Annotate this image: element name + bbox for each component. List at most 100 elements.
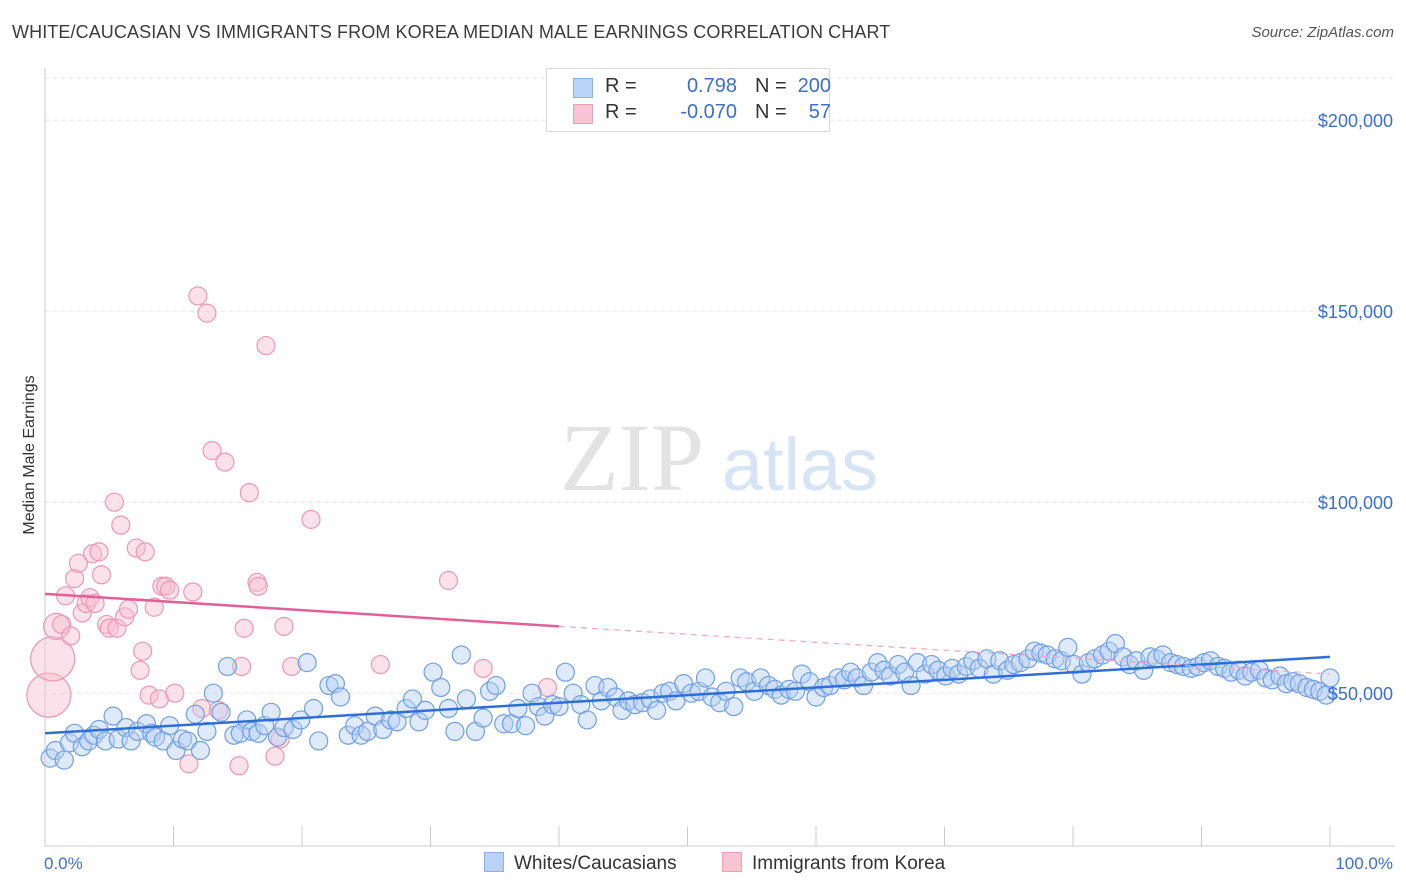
point-white <box>1320 668 1340 688</box>
point-white <box>402 689 423 709</box>
point-white <box>598 677 618 698</box>
legend-n-label: N = <box>755 75 787 97</box>
point-white <box>103 706 123 726</box>
point-korea <box>68 553 89 573</box>
series-immigrants-from-korea <box>26 286 558 776</box>
legend-n-label: N = <box>755 101 787 123</box>
point-korea <box>107 618 127 638</box>
point-korea <box>91 565 112 585</box>
point-white <box>203 683 223 703</box>
legend-item-korea[interactable]: Immigrants from Korea <box>722 852 945 875</box>
point-korea <box>72 603 92 623</box>
point-white <box>309 731 329 751</box>
point-white <box>915 664 935 684</box>
point-white <box>674 674 694 694</box>
point-white <box>248 723 268 743</box>
point-white <box>291 710 311 730</box>
tick-labels: $50,000 $100,000 $150,000 $200,000 0.0% 100.0… <box>44 111 1393 873</box>
point-korea <box>130 660 150 680</box>
point-white <box>515 716 536 736</box>
legend-label-korea: Immigrants from Korea <box>752 853 946 874</box>
point-white <box>751 668 771 688</box>
point-korea <box>301 509 321 529</box>
point-white <box>647 700 667 720</box>
point-korea <box>370 654 390 675</box>
point-korea <box>473 658 493 678</box>
legend-n-value: 57 <box>808 101 831 123</box>
point-korea <box>139 685 159 705</box>
x-tick-label-min: 0.0% <box>44 854 83 873</box>
point-white <box>409 712 429 732</box>
point-white <box>190 740 211 761</box>
point-white <box>445 721 465 742</box>
point-white <box>785 681 806 701</box>
point-white <box>185 704 205 724</box>
point-korea <box>104 492 124 512</box>
y-tick-label: $150,000 <box>1318 302 1393 322</box>
point-korea <box>64 568 85 589</box>
point-white <box>473 708 493 728</box>
point-white <box>261 702 281 722</box>
point-white <box>990 651 1010 671</box>
trend-line-whites <box>44 655 1331 735</box>
point-white <box>1072 664 1092 684</box>
point-korea <box>111 515 131 535</box>
point-white <box>431 677 451 698</box>
point-white <box>451 645 471 665</box>
point-korea <box>135 542 155 562</box>
point-white <box>963 651 983 671</box>
point-white <box>121 731 141 751</box>
point-white <box>423 662 443 682</box>
y-tick-label: $200,000 <box>1318 111 1393 131</box>
point-korea <box>85 593 105 614</box>
point-white <box>1064 654 1084 675</box>
point-white <box>549 696 569 717</box>
point-korea <box>26 672 72 718</box>
legend-r-value: 0.798 <box>686 75 737 97</box>
point-white <box>792 664 812 684</box>
legend-label-whites: Whites/Caucasians <box>514 853 677 874</box>
point-white <box>880 666 901 686</box>
point-korea <box>61 626 81 646</box>
trend-line-korea <box>44 592 560 628</box>
point-white <box>868 653 888 673</box>
point-korea <box>179 754 199 774</box>
point-white <box>297 653 317 673</box>
point-korea <box>274 616 294 636</box>
point-korea <box>133 641 153 661</box>
legend-r-value: -0.070 <box>680 101 737 123</box>
point-white <box>217 656 238 677</box>
point-korea <box>239 483 259 503</box>
point-white <box>555 662 576 682</box>
point-white <box>267 727 288 747</box>
watermark-zip: ZIP <box>560 404 704 511</box>
point-white <box>1058 637 1078 657</box>
point-white <box>907 653 928 673</box>
trend-lines <box>44 592 1331 735</box>
legend-r-label: R = <box>605 75 637 97</box>
legend-r-label: R = <box>605 101 637 123</box>
y-axis-title: Median Male Earnings <box>21 375 38 534</box>
grid <box>45 77 1395 694</box>
point-korea <box>265 746 285 766</box>
legend-item-whites[interactable]: Whites/Caucasians <box>484 852 677 875</box>
legend-n-value: 200 <box>797 75 831 97</box>
point-korea <box>30 636 76 682</box>
point-white <box>847 668 867 688</box>
point-korea <box>202 441 222 461</box>
point-white <box>724 696 744 717</box>
legend-swatch-whites <box>573 78 593 98</box>
correlation-legend: R = 0.798 N = 200 R = -0.070 N = 57 <box>546 68 831 132</box>
watermark: ZIP atlas <box>560 404 878 511</box>
point-korea <box>188 286 208 306</box>
point-white <box>1113 647 1133 667</box>
point-korea <box>156 576 176 596</box>
x-tick-label-max: 100.0% <box>1335 854 1393 873</box>
point-korea <box>438 570 459 591</box>
trend-line-korea-extrapolated <box>558 625 1331 675</box>
point-white <box>695 668 716 688</box>
point-korea <box>197 303 217 323</box>
point-korea <box>89 542 109 562</box>
point-white <box>486 675 506 696</box>
